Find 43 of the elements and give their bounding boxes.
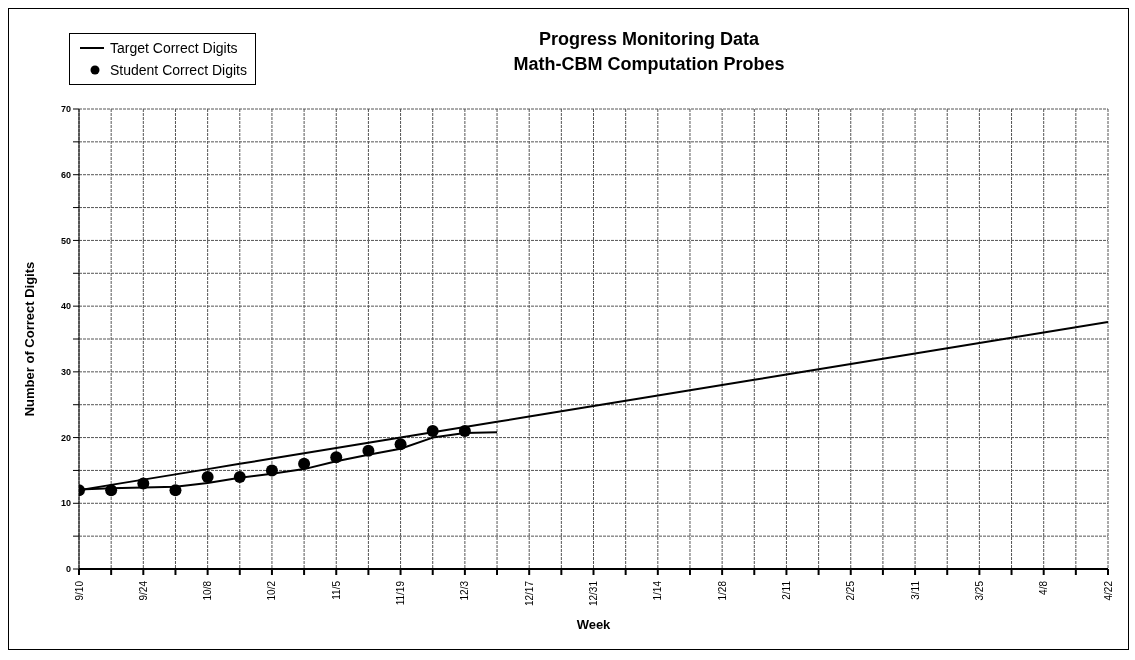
x-tick-label: 12/31: [588, 580, 599, 607]
chart-subtitle: Math-CBM Computation Probes: [512, 53, 786, 76]
y-tick-label: 70: [60, 104, 71, 115]
x-axis-title: Week: [576, 617, 612, 632]
x-tick-label: 1/14: [652, 580, 664, 601]
y-tick-label: 50: [60, 235, 71, 246]
point: [265, 464, 278, 477]
x-tick-label: 9/10: [73, 580, 85, 601]
y-tick-label: 30: [60, 367, 71, 378]
point: [105, 484, 118, 497]
legend-label: Student Correct Digits: [110, 61, 247, 80]
point: [362, 444, 375, 457]
x-tick-label: 11/5: [330, 580, 342, 600]
x-tick-label: 2/11: [780, 580, 792, 600]
x-tick-label: 3/25: [973, 580, 985, 601]
point: [137, 477, 150, 490]
x-tick-label: 12/17: [523, 580, 535, 607]
x-tick-label: 10/8: [202, 580, 214, 601]
y-tick-label: 10: [60, 498, 71, 509]
x-tick-label: 3/11: [909, 580, 921, 600]
point: [201, 471, 214, 483]
point: [233, 471, 246, 483]
chart-title: Progress Monitoring Data: [538, 28, 760, 51]
x-tick-label: 4/8: [1038, 580, 1050, 595]
point: [458, 425, 471, 437]
legend-label: Target Correct Digits: [110, 39, 238, 58]
y-tick-label: 60: [60, 169, 71, 180]
point: [426, 425, 439, 437]
y-tick-label: 0: [65, 564, 71, 575]
point: [298, 457, 311, 470]
x-tick-label: 9/24: [137, 580, 149, 601]
x-tick-label: 11/19: [395, 580, 407, 606]
x-tick-label: 2/25: [845, 580, 857, 601]
y-tick-label: 40: [60, 301, 71, 312]
x-tick-label: 12/3: [459, 580, 471, 601]
point: [169, 484, 182, 497]
x-tick-label: 10/2: [266, 580, 278, 601]
point: [394, 438, 407, 451]
point: [330, 451, 343, 464]
x-tick-label: 4/22: [1102, 580, 1114, 601]
y-axis-title: Number of Correct Digits: [21, 261, 37, 417]
y-tick-label: 20: [60, 432, 71, 443]
x-tick-label: 1/28: [716, 580, 728, 601]
